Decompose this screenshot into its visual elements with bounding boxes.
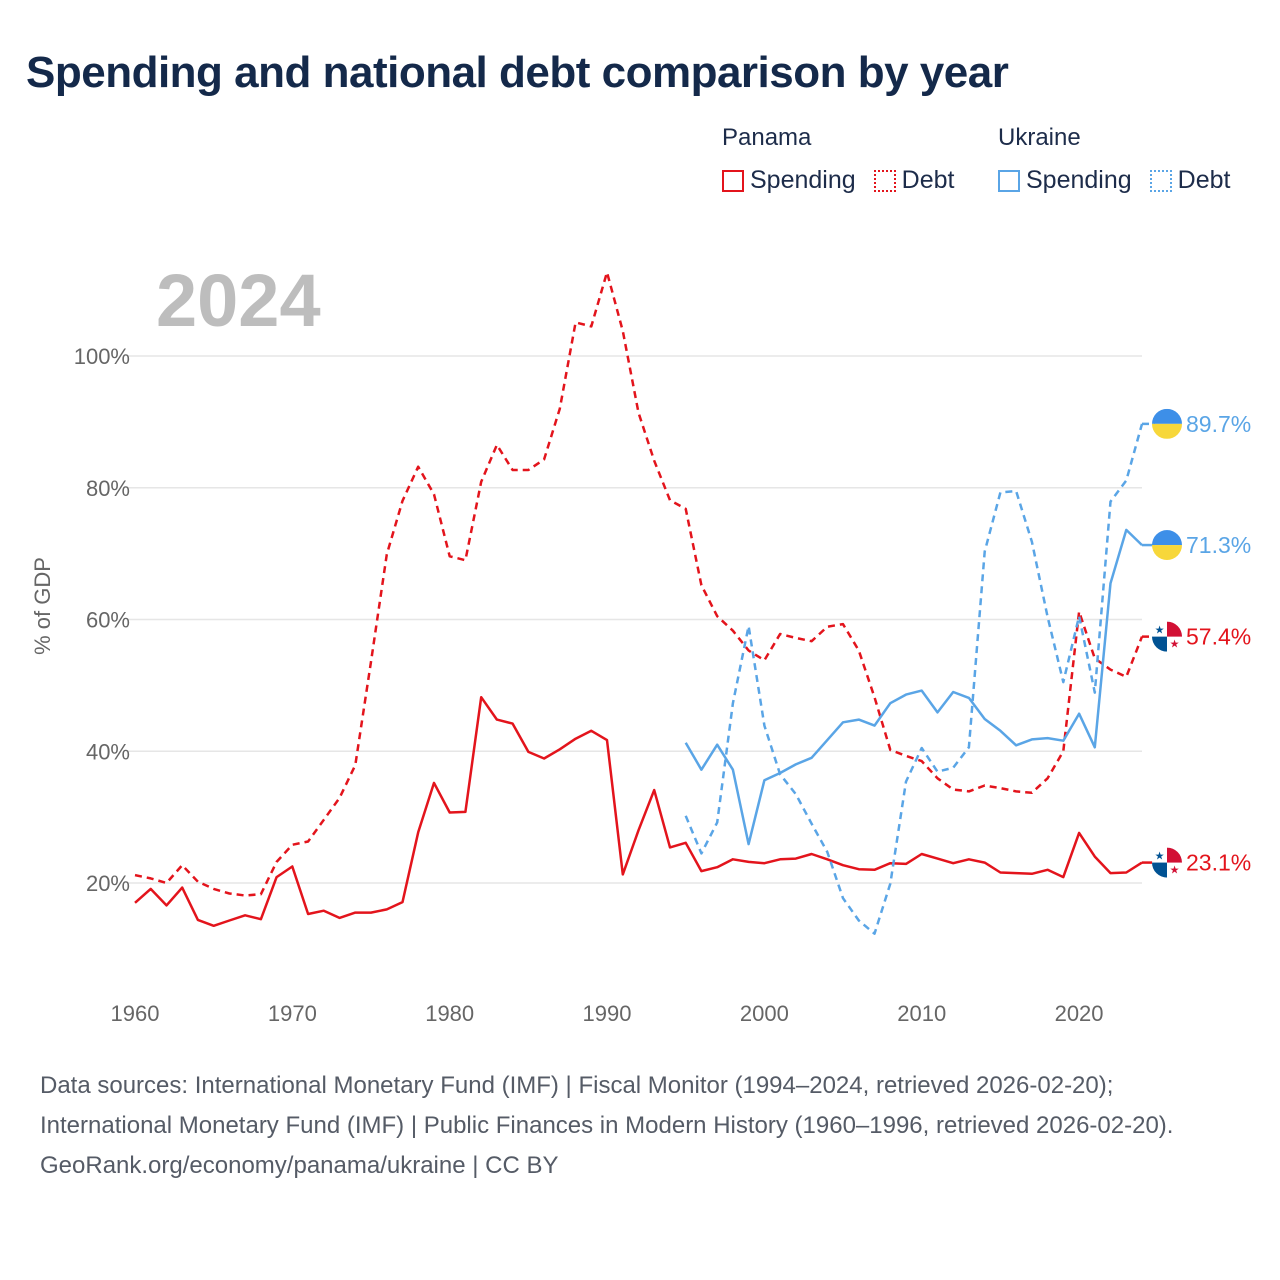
x-tick-label: 2000 xyxy=(740,1001,789,1026)
x-tick-label: 2010 xyxy=(897,1001,946,1026)
legend-item-panama-spending[interactable]: Spending xyxy=(722,166,856,195)
ukraine-flag-marker xyxy=(1152,530,1182,561)
panama-flag-marker: ★★ xyxy=(1152,621,1182,652)
footer: Data sources: International Monetary Fun… xyxy=(40,1066,1240,1186)
legend-swatch-dotted xyxy=(873,169,896,192)
x-tick-label: 1970 xyxy=(268,1001,317,1026)
series-line-panama-debt xyxy=(134,271,1144,897)
end-value-label: 57.4% xyxy=(1186,624,1251,650)
legend-item-panama-debt[interactable]: Debt xyxy=(873,166,955,195)
end-value-label: 23.1% xyxy=(1186,850,1251,876)
end-value-label: 71.3% xyxy=(1186,532,1251,558)
legend-group-ukraine: Ukraine Spending Debt xyxy=(998,124,1248,195)
axis-layer: 20% 40% 60% 80% 100% 1960 1970 1980 1990 2000 2010… xyxy=(30,344,1104,1026)
legend-label: Debt xyxy=(901,166,955,194)
legend-item-ukraine-debt[interactable]: Debt xyxy=(1149,166,1231,195)
panama-flag-marker: ★★ xyxy=(1152,847,1182,878)
series-layer xyxy=(134,271,1155,935)
legend-swatch-solid xyxy=(722,169,744,192)
svg-text:★: ★ xyxy=(1170,864,1180,877)
y-tick-label: 40% xyxy=(86,739,130,764)
line-chart: 20% 40% 60% 80% 100% 1960 1970 1980 1990 2000 2010… xyxy=(30,271,1251,1026)
series-line-ukraine-spending xyxy=(684,528,1143,846)
chart-title: Spending and national debt comparison by… xyxy=(26,48,1009,97)
grid-layer xyxy=(128,355,1142,884)
svg-text:★: ★ xyxy=(1170,638,1180,651)
legend-label: Spending xyxy=(1026,166,1132,194)
legend-item-ukraine-spending[interactable]: Spending xyxy=(998,166,1132,195)
legend-label: Spending xyxy=(750,166,856,194)
legend-group-name: Panama xyxy=(722,124,812,151)
y-tick-label: 60% xyxy=(86,608,130,633)
svg-text:★: ★ xyxy=(1155,624,1165,637)
series-line-panama-spending xyxy=(134,695,1143,928)
end-label-layer: ★★ 23.1%★★ 57.4%71.3%89.7% xyxy=(1152,408,1251,878)
legend-group-name: Ukraine xyxy=(998,124,1081,151)
end-value-label: 89.7% xyxy=(1186,411,1251,437)
highlight-year: 2024 xyxy=(156,259,321,342)
x-tick-label: 1990 xyxy=(583,1001,632,1026)
x-tick-label: 1980 xyxy=(425,1001,474,1026)
credit-line: GeoRank.org/economy/panama/ukraine | CC … xyxy=(40,1152,559,1179)
data-sources: Data sources: International Monetary Fun… xyxy=(40,1072,1174,1139)
legend-group-panama: Panama Spending Debt xyxy=(722,124,972,195)
y-tick-label: 20% xyxy=(86,871,130,896)
ukraine-flag-marker xyxy=(1152,408,1182,439)
y-tick-label: 100% xyxy=(74,344,130,369)
series-line-ukraine-debt xyxy=(684,423,1144,935)
svg-text:★: ★ xyxy=(1155,850,1165,863)
y-tick-label: 80% xyxy=(86,476,130,501)
legend-swatch-dotted xyxy=(1149,169,1172,192)
x-tick-label: 1960 xyxy=(111,1001,160,1026)
y-axis-title: % of GDP xyxy=(30,557,55,655)
x-tick-label: 2020 xyxy=(1055,1001,1104,1026)
legend-swatch-solid xyxy=(998,169,1020,192)
legend-label: Debt xyxy=(1177,166,1231,194)
